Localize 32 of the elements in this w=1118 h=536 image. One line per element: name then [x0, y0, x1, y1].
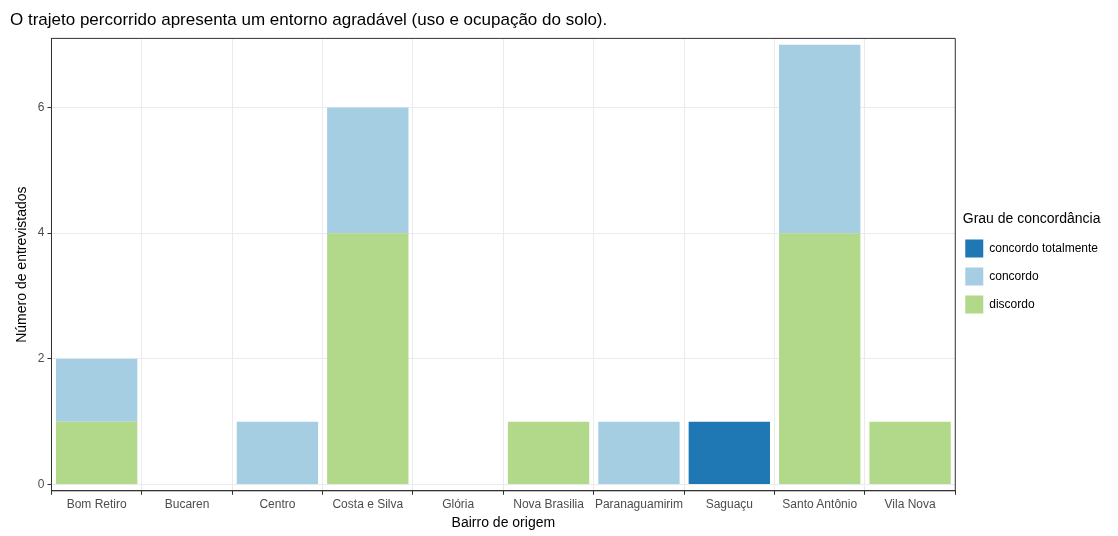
- bar: [327, 233, 409, 485]
- x-tick-label: Saguaçu: [705, 497, 754, 512]
- bar: [779, 233, 861, 485]
- x-tick-label: Vila Nova: [884, 497, 936, 512]
- x-tick-label: Costa e Silva: [332, 497, 404, 512]
- x-tick-label: Centro: [259, 497, 296, 512]
- y-tick-label: 0: [37, 476, 45, 491]
- bar: [55, 358, 138, 422]
- bar: [327, 107, 409, 234]
- legend-label: discordo: [989, 296, 1035, 311]
- y-tick-label: 4: [37, 225, 45, 240]
- chart-title: O trajeto percorrido apresenta um entorno agradável (uso e ocupação do solo).: [10, 9, 608, 29]
- x-tick-label: Santo Antônio: [782, 497, 858, 512]
- bar: [507, 421, 590, 485]
- y-tick-label: 6: [37, 99, 45, 114]
- x-tick-label: Glória: [442, 497, 475, 512]
- legend-title: Grau de concordância: [962, 210, 1101, 227]
- bar: [779, 44, 861, 234]
- bar: [236, 421, 319, 485]
- x-tick-label: Bucaren: [164, 497, 210, 512]
- x-tick-label: Paranaguamirim: [594, 497, 683, 512]
- legend-label: concordo: [989, 268, 1039, 283]
- bar: [598, 421, 680, 485]
- x-tick-label: Bom Retiro: [66, 497, 127, 512]
- x-axis-title: Bairro de origem: [451, 514, 556, 531]
- y-tick-label: 2: [37, 351, 45, 366]
- y-axis-title: Número de entrevistados: [13, 186, 30, 343]
- legend-label: concordo totalmente: [989, 240, 1099, 255]
- bar: [688, 421, 770, 485]
- bar: [869, 421, 951, 485]
- bar: [55, 421, 138, 485]
- x-tick-label: Nova Brasilia: [513, 497, 585, 512]
